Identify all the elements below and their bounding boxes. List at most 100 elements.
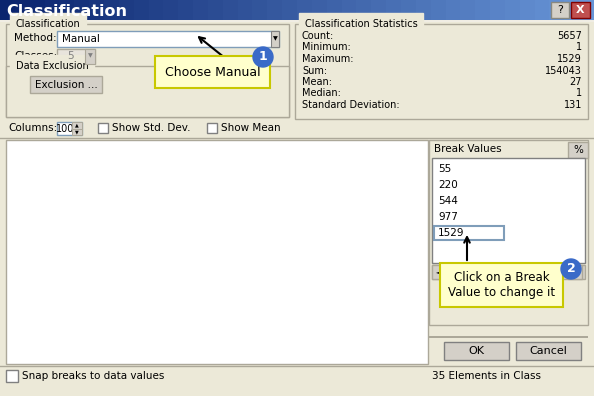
Bar	[432, 265, 446, 279]
Bar	[271, 31, 279, 47]
Bar	[100, 351, 104, 364]
Text: 977: 977	[279, 153, 288, 168]
Bar	[138, 362, 141, 364]
Bar	[52, 230, 55, 364]
Bar	[6, 24, 289, 117]
Bar	[160, 363, 164, 364]
Text: 977: 977	[438, 212, 458, 222]
Bar	[45, 0, 61, 20]
Bar	[89, 0, 105, 20]
Bar	[429, 336, 588, 338]
Text: 544: 544	[438, 196, 458, 206]
Text: 2: 2	[567, 263, 576, 276]
Bar	[48, 203, 51, 364]
Bar	[282, 0, 298, 20]
Bar	[74, 0, 90, 20]
Bar	[416, 0, 432, 20]
Bar	[86, 337, 89, 364]
Bar	[108, 355, 112, 364]
Bar	[57, 122, 82, 135]
Bar	[97, 348, 100, 364]
Text: Mean:: Mean:	[302, 77, 332, 87]
Bar	[551, 2, 569, 18]
Bar	[432, 158, 585, 263]
Bar	[15, 0, 31, 20]
Bar	[172, 363, 175, 364]
Text: Classification Statistics: Classification Statistics	[305, 19, 418, 29]
Bar	[98, 123, 108, 133]
Bar	[579, 0, 594, 20]
Bar	[131, 361, 134, 364]
Text: Classification: Classification	[16, 19, 81, 29]
Bar	[460, 0, 476, 20]
Bar	[55, 252, 59, 364]
Text: Count:: Count:	[302, 31, 334, 41]
Bar	[72, 122, 82, 128]
Bar	[252, 0, 268, 20]
Bar	[568, 142, 588, 158]
Bar	[78, 326, 81, 364]
Bar	[104, 353, 108, 364]
Bar	[104, 0, 120, 20]
Circle shape	[253, 47, 273, 67]
Bar	[238, 0, 254, 20]
Bar	[434, 226, 504, 240]
Bar	[295, 24, 588, 119]
Bar	[74, 318, 78, 364]
Bar	[444, 342, 509, 360]
Bar	[356, 0, 372, 20]
Text: 55: 55	[52, 158, 61, 168]
Circle shape	[561, 259, 581, 279]
Text: 1529: 1529	[438, 228, 465, 238]
Bar	[142, 362, 146, 364]
Bar	[490, 0, 506, 20]
Bar	[267, 0, 283, 20]
Bar	[85, 49, 95, 64]
Bar	[6, 66, 289, 117]
Bar	[193, 0, 209, 20]
Bar	[401, 0, 417, 20]
Bar	[67, 299, 70, 364]
Bar	[208, 0, 224, 20]
Bar	[0, 20, 594, 22]
Bar	[72, 128, 82, 135]
Bar	[516, 342, 581, 360]
Bar	[89, 342, 93, 364]
Text: Standard Deviation:: Standard Deviation:	[302, 100, 400, 110]
Text: ◄: ◄	[436, 268, 442, 276]
Bar	[123, 359, 127, 364]
Bar	[520, 0, 536, 20]
Text: Median:: Median:	[302, 88, 341, 99]
Bar	[134, 361, 138, 364]
Bar	[165, 363, 168, 364]
Bar	[440, 263, 563, 307]
Bar	[70, 309, 74, 364]
Bar	[571, 2, 590, 18]
Bar	[327, 0, 343, 20]
Bar	[119, 0, 135, 20]
Text: 220: 220	[93, 154, 102, 168]
Bar	[432, 265, 585, 279]
Bar	[30, 0, 46, 20]
Bar	[148, 0, 165, 20]
Bar	[6, 370, 18, 382]
Text: 131: 131	[564, 100, 582, 110]
Bar	[59, 270, 62, 364]
Bar	[191, 363, 194, 364]
Bar	[446, 0, 462, 20]
Text: Maximum:: Maximum:	[302, 54, 353, 64]
Bar	[386, 0, 402, 20]
Text: Minimum:: Minimum:	[302, 42, 350, 53]
Text: ▼: ▼	[273, 36, 277, 42]
Bar	[115, 357, 119, 364]
Text: Break Values: Break Values	[434, 144, 501, 154]
Bar	[134, 0, 150, 20]
Bar	[155, 56, 270, 88]
Bar	[6, 140, 428, 364]
Text: 1529: 1529	[557, 54, 582, 64]
Bar	[505, 0, 521, 20]
Text: Choose Manual: Choose Manual	[165, 65, 260, 78]
Text: Method:: Method:	[14, 33, 56, 43]
Text: Manual: Manual	[62, 34, 100, 44]
Text: ►: ►	[572, 268, 578, 276]
